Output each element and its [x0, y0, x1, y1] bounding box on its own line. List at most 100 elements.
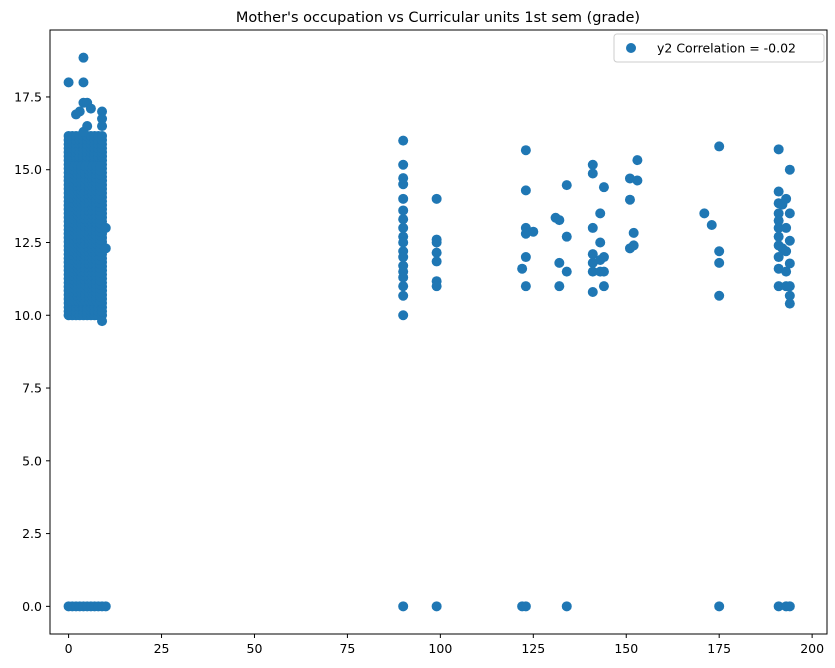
legend-marker: [626, 43, 636, 53]
data-point: [773, 231, 784, 242]
data-point: [773, 281, 784, 292]
data-point: [632, 155, 643, 166]
data-point: [561, 180, 572, 191]
data-point: [554, 215, 565, 226]
data-point: [85, 103, 96, 114]
data-point: [100, 222, 111, 233]
data-point: [784, 281, 795, 292]
data-point: [554, 257, 565, 268]
data-point: [517, 263, 528, 274]
data-point: [784, 235, 795, 246]
data-point: [78, 52, 89, 63]
data-point: [773, 222, 784, 233]
legend-box: [613, 33, 825, 63]
data-point: [714, 257, 725, 268]
data-point: [398, 272, 409, 283]
data-point: [773, 186, 784, 197]
data-point: [95, 161, 106, 172]
data-point: [398, 193, 409, 204]
x-tick-label: 150: [614, 641, 638, 656]
data-point: [398, 135, 409, 146]
y-tick-label: 10.0: [14, 308, 42, 323]
data-point: [561, 601, 572, 612]
data-point: [520, 145, 531, 156]
data-point: [561, 231, 572, 242]
y-tick-label: 17.5: [14, 89, 42, 104]
data-point: [431, 256, 442, 267]
legend-label: y2 Correlation = -0.02: [657, 41, 796, 56]
data-point: [398, 205, 409, 216]
x-tick-label: 175: [707, 641, 731, 656]
data-point: [714, 601, 725, 612]
data-point: [398, 159, 409, 170]
data-point: [781, 266, 792, 277]
data-point: [587, 168, 598, 179]
data-point: [598, 266, 609, 277]
data-point: [714, 290, 725, 301]
x-tick-label: 125: [521, 641, 545, 656]
data-point: [78, 126, 89, 137]
plot-frame: [49, 29, 828, 635]
data-point: [398, 179, 409, 190]
data-point: [714, 141, 725, 152]
y-tick-label: 12.5: [14, 235, 42, 250]
data-point: [398, 290, 409, 301]
data-point: [773, 215, 784, 226]
axes-layer: 0 25 50 75 100 125 150 175 200 0.0 2.5 5.0 7.5 10.0 12…: [14, 29, 828, 656]
x-tick-label: 75: [339, 641, 355, 656]
x-tick-label: 200: [800, 641, 824, 656]
data-point: [781, 246, 792, 257]
data-point: [398, 281, 409, 292]
data-point: [97, 113, 108, 124]
data-point: [398, 310, 409, 321]
x-tick-label: 25: [154, 641, 170, 656]
data-point: [398, 601, 409, 612]
data-point: [706, 220, 717, 231]
data-point: [587, 249, 598, 260]
data-point: [784, 290, 795, 301]
y-tick-label: 0.0: [22, 599, 42, 614]
data-point: [97, 106, 108, 117]
data-point: [78, 77, 89, 88]
x-tick-label: 0: [65, 641, 73, 656]
data-point: [561, 266, 572, 277]
data-point: [784, 258, 795, 269]
points-layer: [63, 52, 795, 612]
y-tick-label: 15.0: [14, 162, 42, 177]
data-point: [398, 222, 409, 233]
data-point: [587, 222, 598, 233]
data-point: [598, 252, 609, 263]
data-point: [773, 208, 784, 219]
data-point: [97, 121, 108, 132]
data-point: [97, 130, 108, 141]
x-tick-label: 100: [428, 641, 452, 656]
y-tick-label: 2.5: [22, 526, 42, 541]
data-point: [781, 222, 792, 233]
data-point: [773, 252, 784, 263]
data-point: [431, 601, 442, 612]
data-point: [628, 227, 639, 238]
y-tick-label: 5.0: [22, 453, 42, 468]
data-point: [431, 281, 442, 292]
data-point: [587, 159, 598, 170]
data-point: [598, 281, 609, 292]
data-point: [784, 208, 795, 219]
data-point: [528, 226, 539, 237]
data-point: [431, 193, 442, 204]
y-tick-label: 7.5: [22, 381, 42, 396]
chart-title: Mother's occupation vs Curricular units …: [236, 10, 640, 26]
data-point: [587, 286, 598, 297]
data-point: [784, 601, 795, 612]
data-point: [520, 281, 531, 292]
data-point: [100, 601, 111, 612]
data-point: [431, 247, 442, 258]
data-point: [398, 214, 409, 225]
data-point: [554, 281, 565, 292]
data-point: [398, 237, 409, 248]
data-point: [773, 144, 784, 155]
data-point: [632, 175, 643, 186]
legend: y2 Correlation = -0.02: [613, 33, 825, 63]
data-point: [624, 194, 635, 205]
data-point: [784, 298, 795, 309]
